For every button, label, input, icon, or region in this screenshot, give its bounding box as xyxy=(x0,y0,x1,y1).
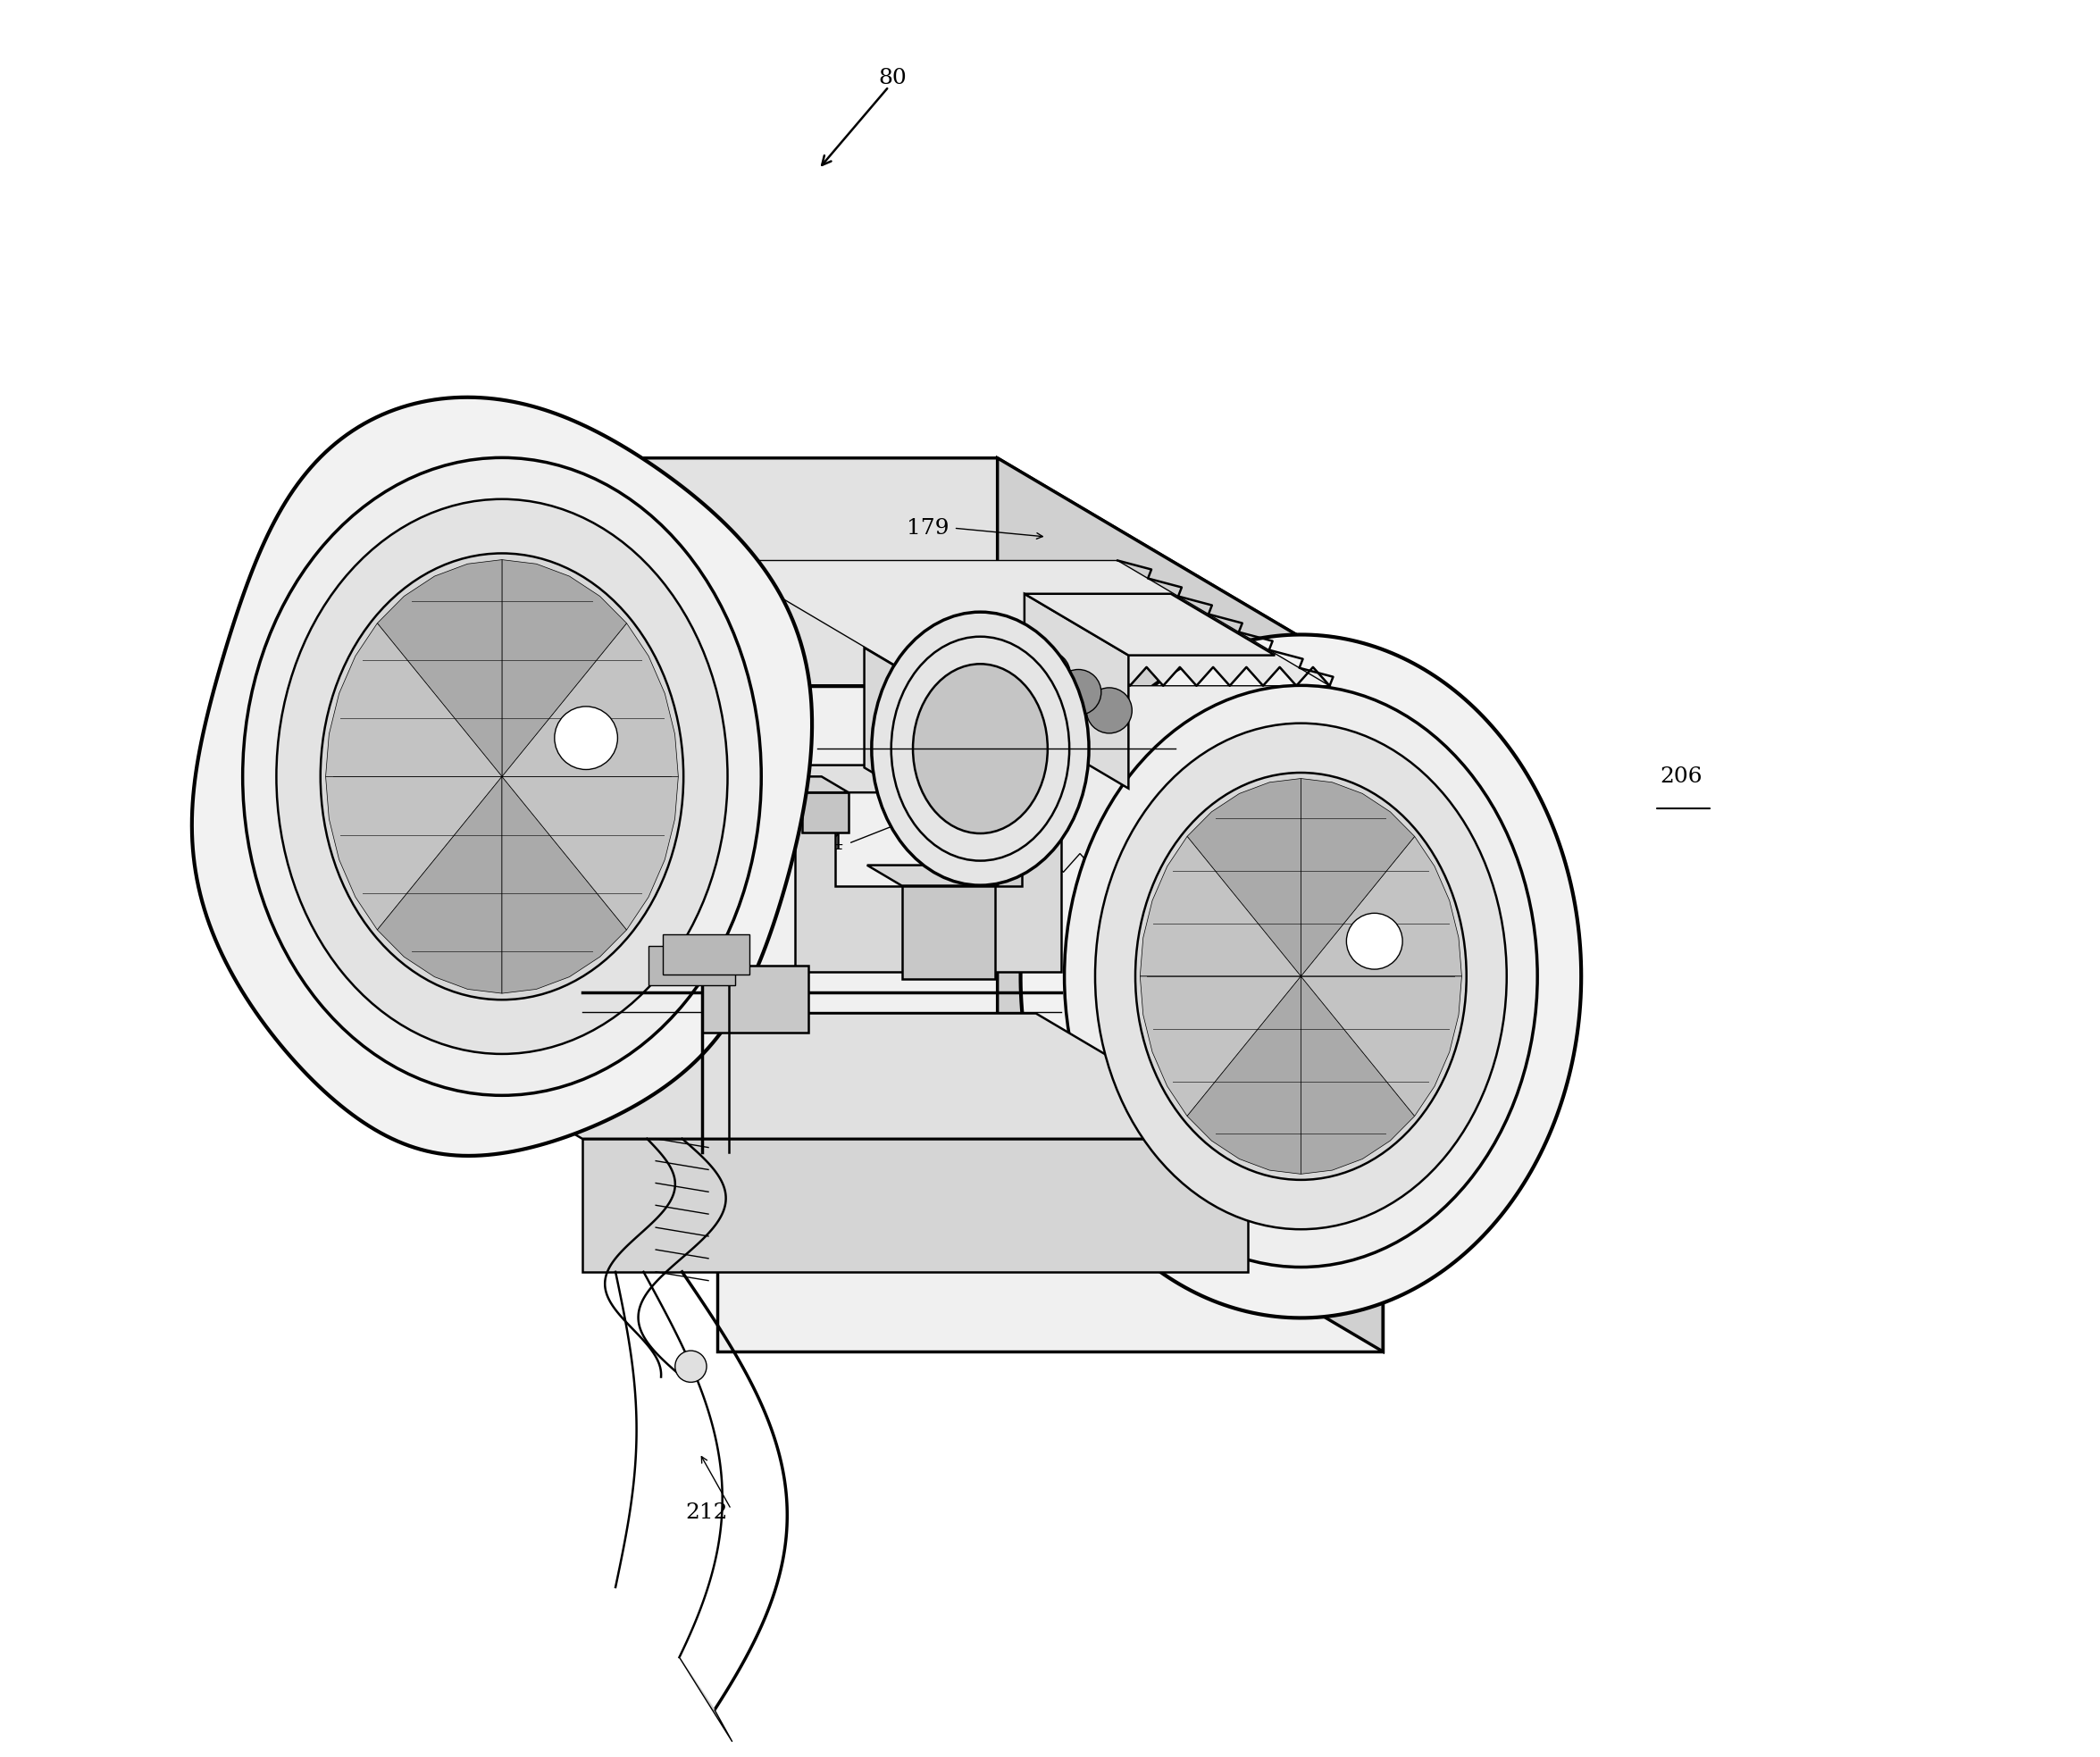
Polygon shape xyxy=(378,777,502,993)
Polygon shape xyxy=(701,966,808,1031)
Polygon shape xyxy=(796,792,1063,972)
Ellipse shape xyxy=(321,553,682,1000)
Polygon shape xyxy=(678,1657,733,1741)
Polygon shape xyxy=(1140,836,1300,977)
Text: 213: 213 xyxy=(739,589,783,608)
Circle shape xyxy=(1056,669,1100,715)
Text: 211: 211 xyxy=(844,1091,888,1110)
Ellipse shape xyxy=(277,499,727,1054)
Polygon shape xyxy=(865,648,934,808)
Polygon shape xyxy=(502,624,678,777)
Text: 206: 206 xyxy=(1659,766,1703,787)
Circle shape xyxy=(554,706,617,770)
Polygon shape xyxy=(582,1139,1247,1272)
Polygon shape xyxy=(502,777,626,993)
Polygon shape xyxy=(867,864,995,886)
Text: 216: 216 xyxy=(357,1014,401,1035)
Polygon shape xyxy=(332,459,1384,685)
Circle shape xyxy=(1346,914,1403,970)
Ellipse shape xyxy=(872,611,1090,886)
Polygon shape xyxy=(664,935,750,973)
Polygon shape xyxy=(1025,594,1275,655)
Text: 209: 209 xyxy=(349,469,393,488)
Ellipse shape xyxy=(1136,773,1466,1181)
Text: 179: 179 xyxy=(907,518,949,538)
Polygon shape xyxy=(378,560,502,777)
Polygon shape xyxy=(1197,882,1237,1065)
Circle shape xyxy=(1086,687,1132,733)
Text: 215: 215 xyxy=(384,908,426,929)
Polygon shape xyxy=(649,945,735,986)
Text: 30: 30 xyxy=(1397,1117,1426,1137)
Polygon shape xyxy=(531,683,571,866)
Polygon shape xyxy=(901,886,995,979)
Text: 214: 214 xyxy=(802,833,844,854)
Polygon shape xyxy=(1021,634,1581,1318)
Polygon shape xyxy=(502,560,626,777)
Polygon shape xyxy=(775,777,848,792)
Polygon shape xyxy=(1186,778,1300,977)
Text: 217: 217 xyxy=(357,961,401,982)
Polygon shape xyxy=(1300,977,1415,1174)
Text: 80: 80 xyxy=(878,67,907,88)
Ellipse shape xyxy=(1065,685,1537,1267)
Polygon shape xyxy=(1025,594,1128,789)
Polygon shape xyxy=(1300,836,1462,977)
Text: 229: 229 xyxy=(284,522,326,541)
Text: 207: 207 xyxy=(928,1237,970,1256)
Polygon shape xyxy=(997,459,1384,1351)
Polygon shape xyxy=(191,397,813,1156)
Ellipse shape xyxy=(913,664,1048,833)
Polygon shape xyxy=(1300,977,1462,1116)
Polygon shape xyxy=(930,685,1329,871)
Polygon shape xyxy=(974,764,1063,792)
Ellipse shape xyxy=(244,457,762,1095)
Text: 221: 221 xyxy=(302,803,344,824)
Polygon shape xyxy=(325,624,502,777)
Circle shape xyxy=(1025,652,1071,698)
Circle shape xyxy=(674,1351,706,1383)
Polygon shape xyxy=(1140,977,1300,1116)
Polygon shape xyxy=(718,560,1329,685)
Polygon shape xyxy=(750,764,836,792)
Polygon shape xyxy=(716,685,1384,1351)
Ellipse shape xyxy=(1094,724,1506,1230)
Text: 205: 205 xyxy=(370,856,414,877)
Polygon shape xyxy=(370,1014,1247,1139)
Polygon shape xyxy=(1300,778,1415,977)
Polygon shape xyxy=(1186,977,1300,1174)
Text: 218: 218 xyxy=(573,775,615,796)
Text: 212: 212 xyxy=(685,1502,729,1523)
Polygon shape xyxy=(750,764,1063,792)
Polygon shape xyxy=(325,777,502,929)
Text: 224: 224 xyxy=(634,740,678,761)
Text: 208: 208 xyxy=(349,680,393,701)
Polygon shape xyxy=(802,792,848,833)
Polygon shape xyxy=(502,777,678,929)
